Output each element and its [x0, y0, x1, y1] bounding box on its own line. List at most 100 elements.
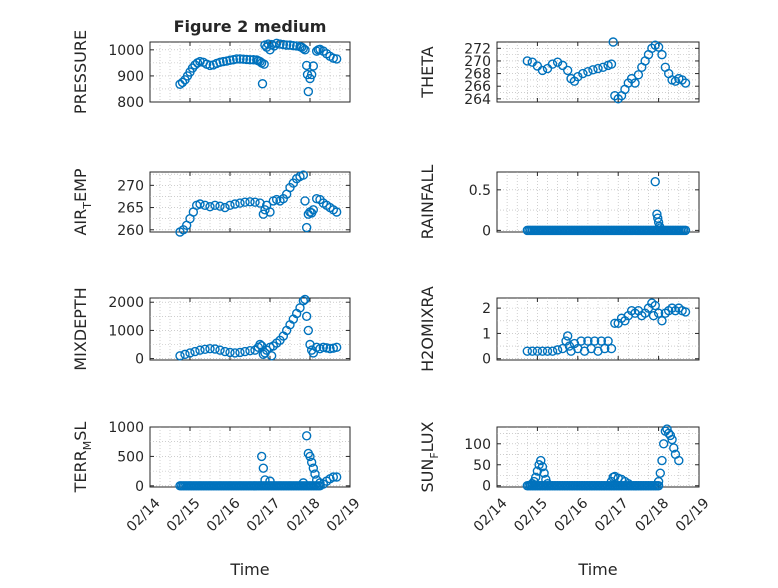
y-tick-label: 1000: [108, 420, 144, 436]
data-point: [657, 316, 667, 326]
data-point: [578, 68, 588, 79]
x-tick-label: 02/14: [471, 495, 511, 535]
data-point: [255, 198, 265, 208]
data-point: [588, 65, 598, 75]
data-point: [278, 39, 289, 50]
data-point: [240, 197, 250, 207]
series-markers: [175, 170, 342, 237]
data-point: [542, 346, 553, 356]
y-tick-label: 265: [117, 201, 144, 217]
data-point: [552, 57, 563, 67]
data-point: [218, 56, 229, 67]
data-point: [301, 311, 312, 322]
data-point: [235, 54, 245, 64]
data-point: [195, 345, 205, 355]
data-point: [610, 318, 620, 329]
data-point: [532, 346, 543, 356]
data-point: [563, 331, 573, 341]
data-point: [653, 217, 664, 227]
x-tick-label: 02/18: [284, 495, 324, 535]
y-axis-label: TERRMSL: [71, 422, 94, 494]
data-point: [177, 77, 188, 88]
grid: [497, 172, 699, 232]
data-point: [596, 336, 607, 346]
data-point: [633, 70, 644, 80]
data-point: [285, 40, 295, 50]
data-point: [269, 41, 279, 51]
data-point: [539, 468, 549, 478]
data-point: [231, 54, 242, 64]
y-axis-label: AIRTEMP: [71, 168, 94, 235]
grid: [150, 42, 350, 102]
data-point: [306, 457, 317, 467]
data-point: [238, 54, 249, 64]
data-point: [303, 86, 314, 97]
data-point: [225, 347, 235, 358]
y-tick-label: 2: [482, 301, 491, 317]
y-tick-label: 0.5: [469, 183, 491, 199]
data-point: [653, 481, 664, 491]
y-tick-label: 100: [464, 437, 491, 453]
data-point: [600, 343, 610, 354]
y-axis-label: H2OMIXRA: [418, 286, 437, 372]
data-point: [665, 430, 676, 441]
data-point: [537, 65, 548, 76]
y-tick-label: 270: [464, 54, 491, 70]
data-point: [245, 346, 255, 356]
data-point: [331, 342, 342, 353]
data-point: [210, 200, 220, 211]
data-point: [331, 207, 342, 217]
data-point: [235, 198, 245, 208]
data-point: [300, 294, 310, 305]
y-tick-label: 1000: [108, 323, 144, 339]
data-point: [210, 344, 220, 354]
series-markers: [175, 294, 342, 361]
data-point: [259, 59, 269, 69]
data-point: [298, 170, 309, 180]
y-axis-label: RAINFALL: [418, 165, 437, 240]
data-point: [658, 439, 669, 449]
data-point: [230, 348, 240, 358]
data-point: [657, 455, 667, 466]
data-point: [674, 455, 684, 466]
data-point: [522, 346, 532, 356]
data-point: [331, 472, 342, 482]
data-point: [250, 197, 260, 207]
y-tick-label: 1000: [108, 43, 144, 59]
data-point: [527, 346, 538, 356]
data-point: [300, 196, 310, 206]
data-point: [180, 349, 190, 360]
y-tick-label: 0: [482, 479, 491, 495]
subplot-terr_msl: 0 500 1000 02/14 02/15 02/16 02/17 02/18 02/19 TE…: [71, 420, 364, 579]
data-point: [589, 336, 600, 346]
data-point: [265, 476, 275, 486]
y-tick-label: 500: [117, 449, 144, 465]
data-point: [328, 472, 339, 482]
data-point: [260, 475, 270, 485]
data-point: [630, 78, 640, 88]
data-point: [552, 345, 563, 355]
data-point: [308, 61, 319, 71]
data-point: [258, 209, 269, 219]
data-point: [303, 325, 314, 336]
series-markers: [522, 177, 691, 236]
data-point: [547, 59, 558, 69]
data-point: [606, 59, 617, 69]
data-point: [235, 347, 245, 358]
x-tick-label: 02/17: [244, 495, 284, 535]
data-point: [301, 60, 312, 71]
data-point: [306, 69, 317, 80]
data-point: [245, 197, 255, 207]
data-point: [258, 463, 269, 473]
data-point: [655, 468, 665, 478]
data-point: [667, 434, 677, 445]
y-tick-label: 266: [464, 79, 491, 95]
data-point: [185, 348, 195, 358]
y-tick-label: 900: [117, 69, 144, 85]
data-point: [248, 55, 259, 65]
data-point: [200, 344, 210, 354]
data-point: [240, 346, 250, 357]
subplot-mixdepth: 0 1000 2000 MIXDEPTH: [71, 287, 351, 371]
subplot-h2omixra: 0 1 2 H2OMIXRA: [418, 286, 700, 372]
